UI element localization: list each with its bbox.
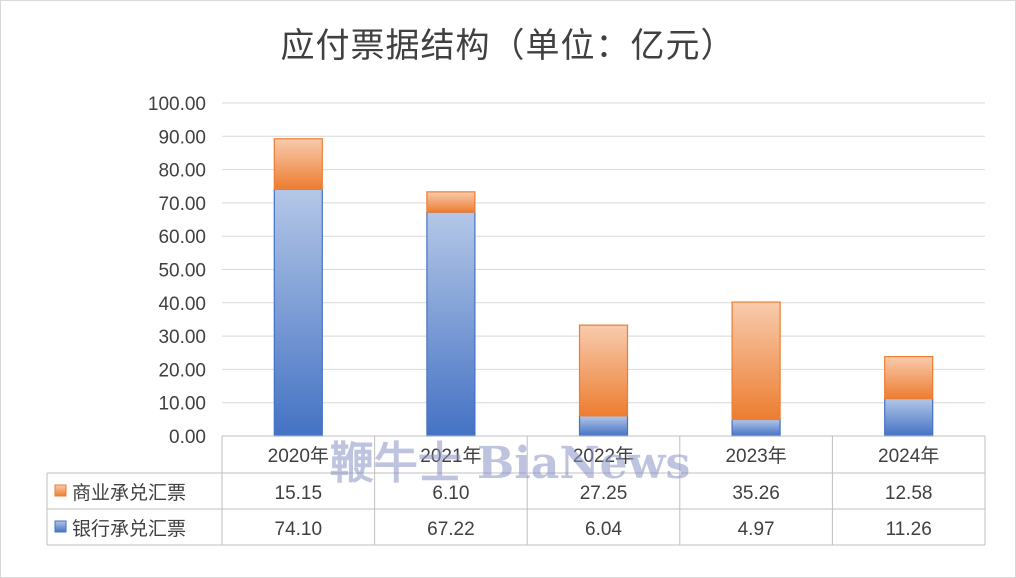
bar-commercial-acceptance [273, 138, 323, 190]
bar-bank-acceptance [884, 397, 934, 437]
bar-bank-acceptance [273, 188, 323, 437]
watermark-text: 鞭牛士 BiaNews [330, 438, 691, 489]
y-tick-label: 90.00 [158, 127, 206, 148]
bar-commercial-acceptance [884, 356, 934, 400]
x-category-label: 2023年 [725, 445, 786, 467]
legend-swatch [54, 484, 67, 497]
y-tick-label: 30.00 [158, 327, 206, 348]
data-value-label: 74.10 [275, 519, 323, 540]
data-value-label: 11.26 [886, 519, 932, 540]
data-value-label: 35.26 [732, 483, 780, 504]
data-value-label: 27.25 [580, 483, 628, 504]
legend-swatch [54, 520, 67, 533]
y-tick-label: 60.00 [158, 227, 206, 248]
y-tick-label: 0.00 [169, 427, 206, 448]
legend-series-name: 银行承兑汇票 [72, 518, 186, 540]
bar-commercial-acceptance [731, 301, 781, 421]
data-value-label: 4.97 [738, 519, 775, 540]
bar-bank-acceptance [426, 211, 476, 437]
y-tick-label: 20.00 [158, 360, 206, 381]
bar-bank-acceptance [731, 418, 781, 437]
x-category-label: 2021年 [420, 445, 481, 467]
data-value-label: 12.58 [885, 483, 933, 504]
data-value-label: 6.10 [432, 483, 469, 504]
y-tick-label: 50.00 [158, 261, 206, 282]
data-value-label: 67.22 [427, 519, 475, 540]
y-tick-label: 80.00 [158, 161, 206, 182]
data-value-label: 15.15 [275, 483, 323, 504]
x-category-label: 2022年 [573, 445, 634, 467]
x-category-label: 2024年 [878, 445, 939, 467]
legend-series-name: 商业承兑汇票 [72, 482, 186, 504]
data-value-label: 6.04 [585, 519, 622, 540]
y-tick-label: 10.00 [158, 394, 206, 415]
bars-layer [273, 138, 934, 437]
chart-title: 应付票据结构（单位：亿元） [280, 26, 736, 66]
bar-commercial-acceptance [426, 191, 476, 213]
y-axis-ticks: 0.00 10.00 20.00 30.00 40.00 50.00 60.00 70.00 8… [148, 94, 206, 448]
y-tick-label: 70.00 [158, 194, 206, 215]
bar-bank-acceptance [578, 415, 629, 437]
bar-commercial-acceptance [578, 324, 629, 417]
x-category-label: 2020年 [268, 445, 329, 467]
y-tick-label: 100.00 [148, 94, 206, 115]
y-tick-label: 40.00 [158, 294, 206, 315]
